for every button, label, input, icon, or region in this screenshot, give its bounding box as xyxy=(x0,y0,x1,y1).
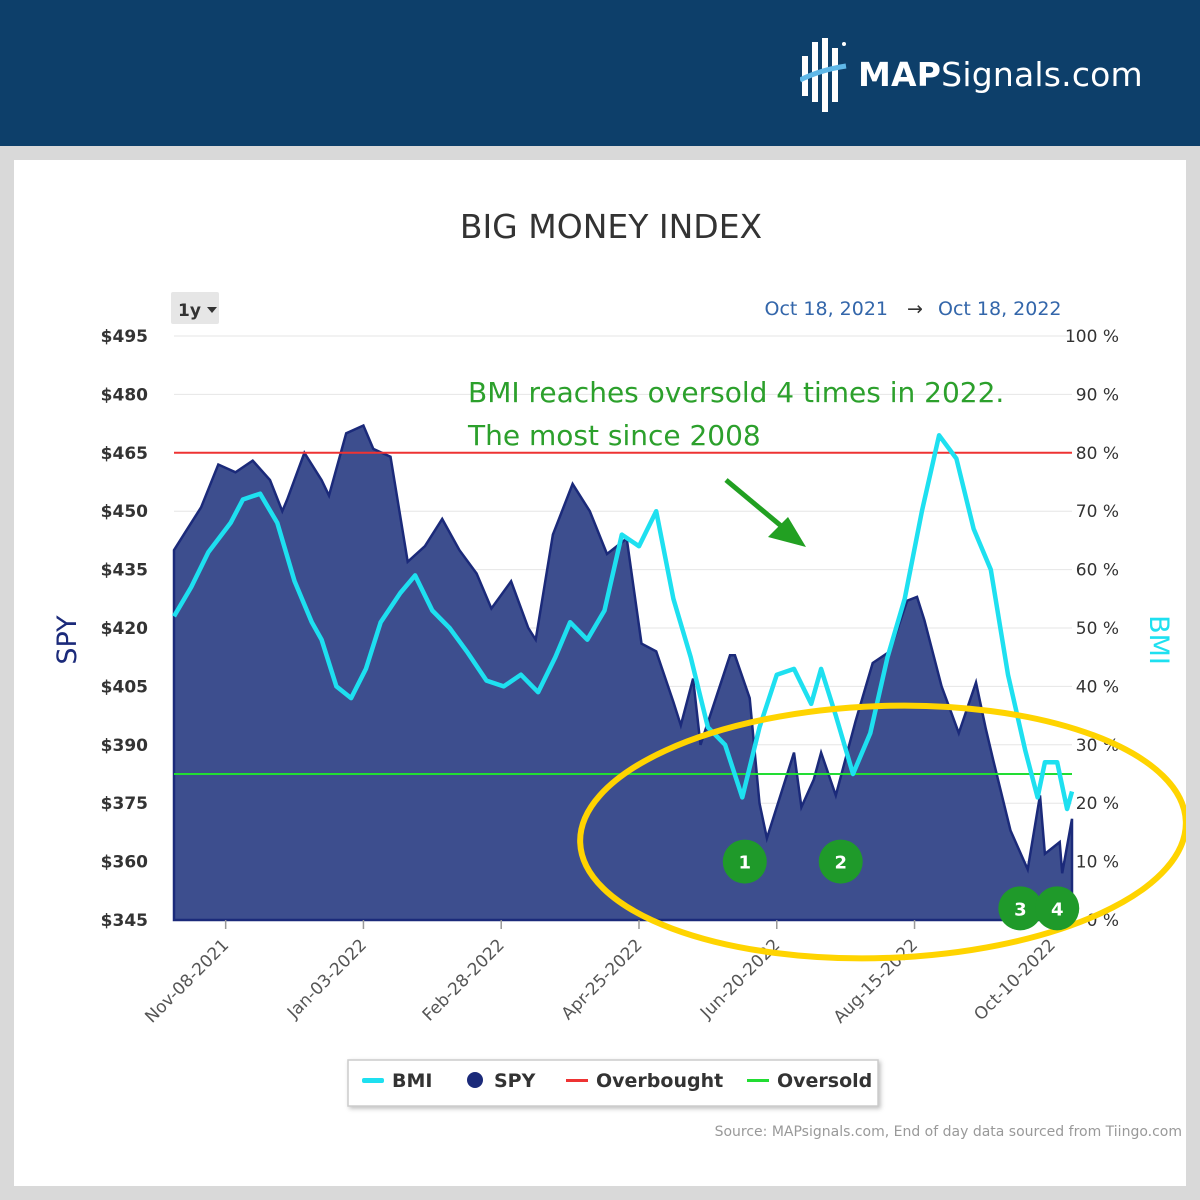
marker-circle xyxy=(1035,886,1080,931)
marker-1: 1 xyxy=(722,839,767,884)
marker-circle xyxy=(998,886,1043,931)
y-left-tick-label: $405 xyxy=(101,677,148,697)
source-credit[interactable]: Source: MAPsignals.com, End of day data … xyxy=(715,1124,1182,1140)
y-right-tick-label: 50 % xyxy=(1076,619,1119,639)
brand-name: MAPSignals.com xyxy=(858,54,1143,94)
y-left-tick-label: $360 xyxy=(101,853,148,873)
legend-item-bmi[interactable]: BMI xyxy=(362,1070,432,1092)
oversold-markers: 1 2 3 4 xyxy=(722,839,1080,931)
legend-item-spy[interactable]: SPY xyxy=(467,1070,536,1092)
date-range-arrow: → xyxy=(907,298,923,320)
annotation-arrow-icon xyxy=(724,478,806,547)
annotation-line-2: The most since 2008 xyxy=(467,419,761,452)
y-left-tick-label: $435 xyxy=(101,561,148,581)
highlight-ellipse xyxy=(577,702,1186,962)
y-right-tick-label: 90 % xyxy=(1076,385,1119,405)
y-right-tick-label: 20 % xyxy=(1076,794,1119,814)
y-left-tick-label: $345 xyxy=(101,911,148,931)
svg-text:Overbought: Overbought xyxy=(596,1070,723,1092)
chart-panel: BIG MONEY INDEX 1y Oct 18, 2021 → Oct 18… xyxy=(14,160,1186,1186)
range-selector[interactable]: 1y xyxy=(171,292,219,324)
legend-item-oversold[interactable]: Oversold xyxy=(747,1070,872,1092)
header-banner: MAPSignals.com xyxy=(0,0,1200,146)
bmi-line-series xyxy=(172,433,1075,812)
marker-label: 4 xyxy=(1051,899,1064,920)
spy-area-series xyxy=(172,423,1074,922)
y-right-tick-label: 60 % xyxy=(1076,561,1119,581)
svg-text:Oversold: Oversold xyxy=(777,1070,872,1092)
y-left-tick-label: $495 xyxy=(101,327,148,347)
legend-item-overbought[interactable]: Overbought xyxy=(566,1070,723,1092)
y-right-tick-label: 100 % xyxy=(1065,327,1119,347)
x-tick-label: Nov-08-2021 xyxy=(141,935,233,1027)
marker-circle xyxy=(722,839,767,884)
brand-logo[interactable]: MAPSignals.com xyxy=(800,36,1143,112)
x-tick-label: Aug-15-2022 xyxy=(830,935,922,1027)
y-axis-right-ticks: 0 %10 %20 %30 %40 %50 %60 %70 %80 %90 %1… xyxy=(1065,327,1119,931)
caret-down-icon xyxy=(207,307,217,313)
y-left-tick-label: $390 xyxy=(101,736,148,756)
marker-2: 2 xyxy=(818,839,863,884)
legend: BMI SPY Overbought Oversold xyxy=(347,1059,879,1107)
bmi-chart: BIG MONEY INDEX 1y Oct 18, 2021 → Oct 18… xyxy=(52,207,1186,1140)
range-selector-label: 1y xyxy=(178,301,201,321)
bars-logo-icon xyxy=(800,38,847,112)
y-left-tick-label: $480 xyxy=(101,385,148,405)
y-left-tick-label: $375 xyxy=(101,794,148,814)
y-right-tick-label: 70 % xyxy=(1076,502,1119,522)
marker-label: 1 xyxy=(739,853,752,874)
marker-label: 3 xyxy=(1014,899,1027,920)
marker-4: 4 xyxy=(1035,886,1080,931)
x-tick-label: Feb-28-2022 xyxy=(419,935,509,1025)
annotation-line-1: BMI reaches oversold 4 times in 2022. xyxy=(468,376,1004,409)
y-axis-left-ticks: $345 $360 $375 $390 $405 $420 $435 $450 $465 $480… xyxy=(101,327,148,931)
y-axis-right-label: BMI xyxy=(1143,615,1174,665)
svg-text:BMI: BMI xyxy=(392,1070,432,1092)
y-right-tick-label: 10 % xyxy=(1076,853,1119,873)
date-to[interactable]: Oct 18, 2022 xyxy=(938,298,1062,320)
y-left-tick-label: $450 xyxy=(101,502,148,522)
x-tick-label: Jan-03-2022 xyxy=(283,935,371,1023)
y-left-tick-label: $465 xyxy=(101,444,148,464)
date-from[interactable]: Oct 18, 2021 xyxy=(765,298,889,320)
x-tick-label: Apr-25-2022 xyxy=(558,935,647,1024)
marker-3: 3 xyxy=(998,886,1043,931)
y-left-tick-label: $420 xyxy=(101,619,148,639)
y-axis-left-label: SPY xyxy=(52,615,83,665)
chart-title: BIG MONEY INDEX xyxy=(460,207,762,246)
x-axis-ticks: Nov-08-2021 Jan-03-2022 Feb-28-2022 Apr-25-… xyxy=(141,920,1060,1028)
svg-text:SPY: SPY xyxy=(494,1070,536,1092)
y-right-tick-label: 80 % xyxy=(1076,444,1119,464)
y-right-tick-label: 40 % xyxy=(1076,677,1119,697)
marker-label: 2 xyxy=(834,853,847,874)
marker-circle xyxy=(818,839,863,884)
